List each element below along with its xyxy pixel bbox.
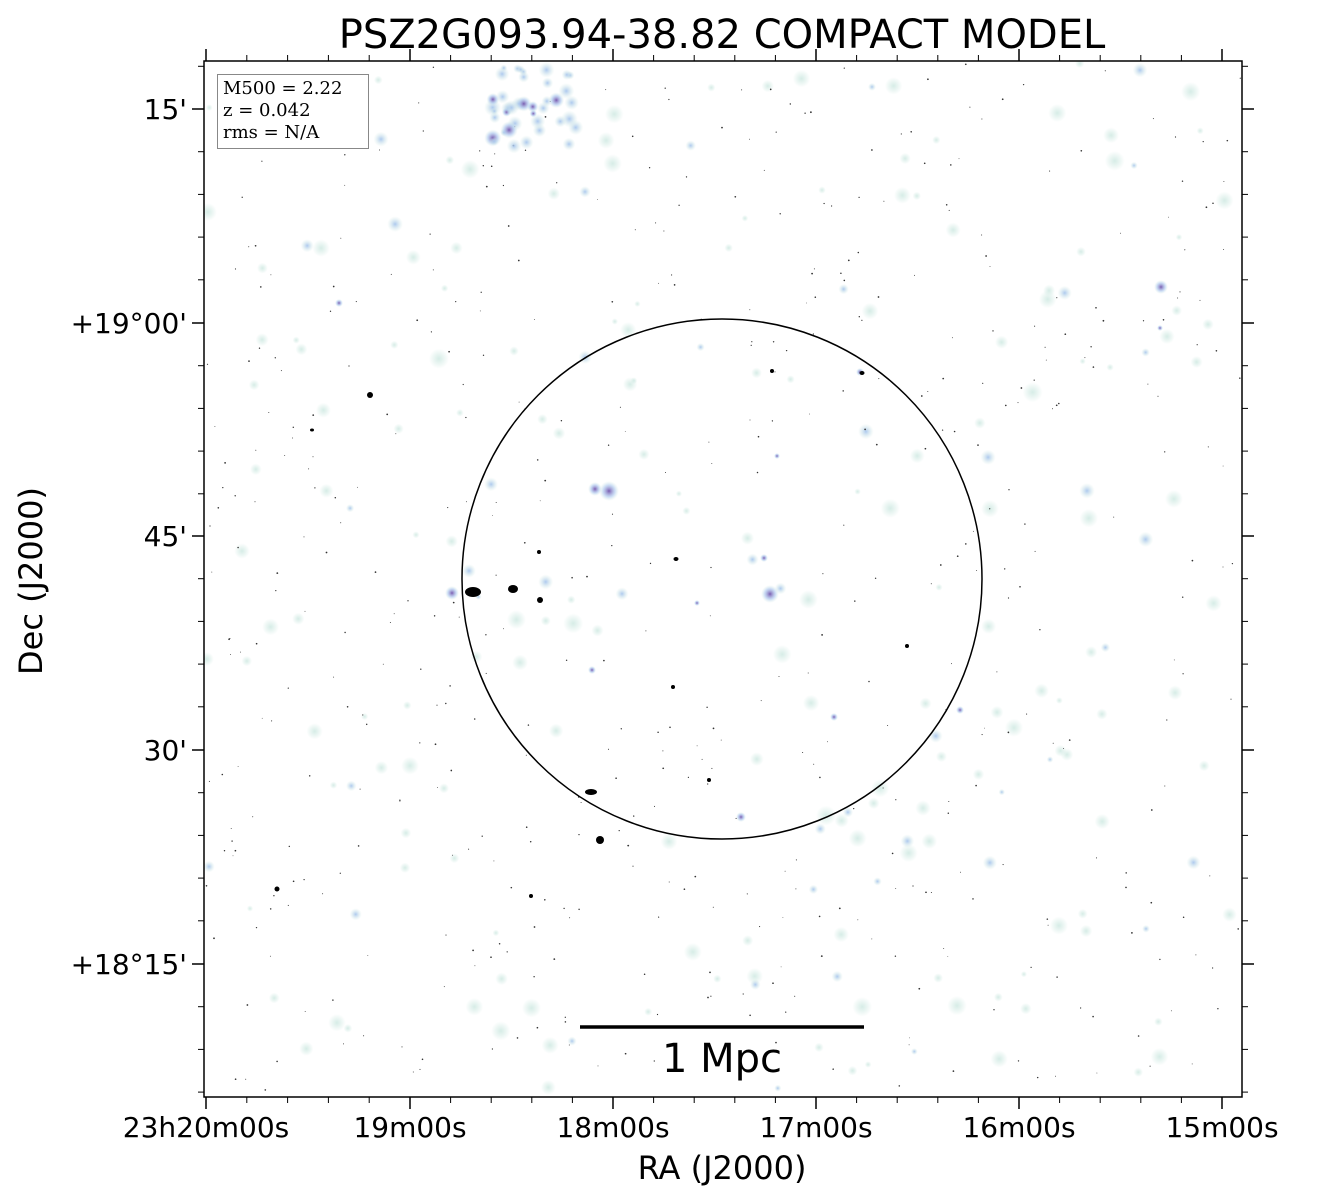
ra-tick-label: 19m00s (353, 1111, 466, 1144)
plot-frame (203, 60, 1243, 1098)
y-axis-label: Dec (J2000) (12, 487, 50, 675)
redshift-value: z = 0.042 (223, 100, 311, 121)
ra-tick-label: 23h20m00s (123, 1111, 290, 1144)
ra-tick-label: 15m00s (1165, 1111, 1278, 1144)
rms-value: rms = N/A (223, 122, 320, 143)
r500-circle (461, 318, 983, 840)
scale-bar-label: 1 Mpc (662, 1036, 782, 1082)
axis-ticks (192, 49, 1254, 1109)
info-box: M500 = 2.22 z = 0.042 rms = N/A (217, 74, 369, 149)
figure-title: PSZ2G093.94-38.82 COMPACT MODEL (339, 12, 1106, 58)
m500-value: M500 = 2.22 (223, 78, 343, 99)
x-axis-label: RA (J2000) (638, 1149, 807, 1187)
sky-image (204, 61, 1241, 1095)
dec-tick-label: 15' (144, 93, 187, 126)
dec-tick-label: 30' (144, 734, 187, 767)
ra-tick-label: 17m00s (759, 1111, 872, 1144)
ra-tick-label: 16m00s (962, 1111, 1075, 1144)
dec-tick-labels: 15' +19°00' 45' 30' +18°15' (71, 93, 187, 981)
dec-tick-label: +19°00' (71, 307, 187, 340)
dec-tick-label: +18°15' (71, 948, 187, 981)
dec-tick-label: 45' (144, 520, 187, 553)
ra-tick-label: 18m00s (556, 1111, 669, 1144)
ra-tick-labels: 23h20m00s 19m00s 18m00s 17m00s 16m00s 15… (123, 1111, 1279, 1144)
